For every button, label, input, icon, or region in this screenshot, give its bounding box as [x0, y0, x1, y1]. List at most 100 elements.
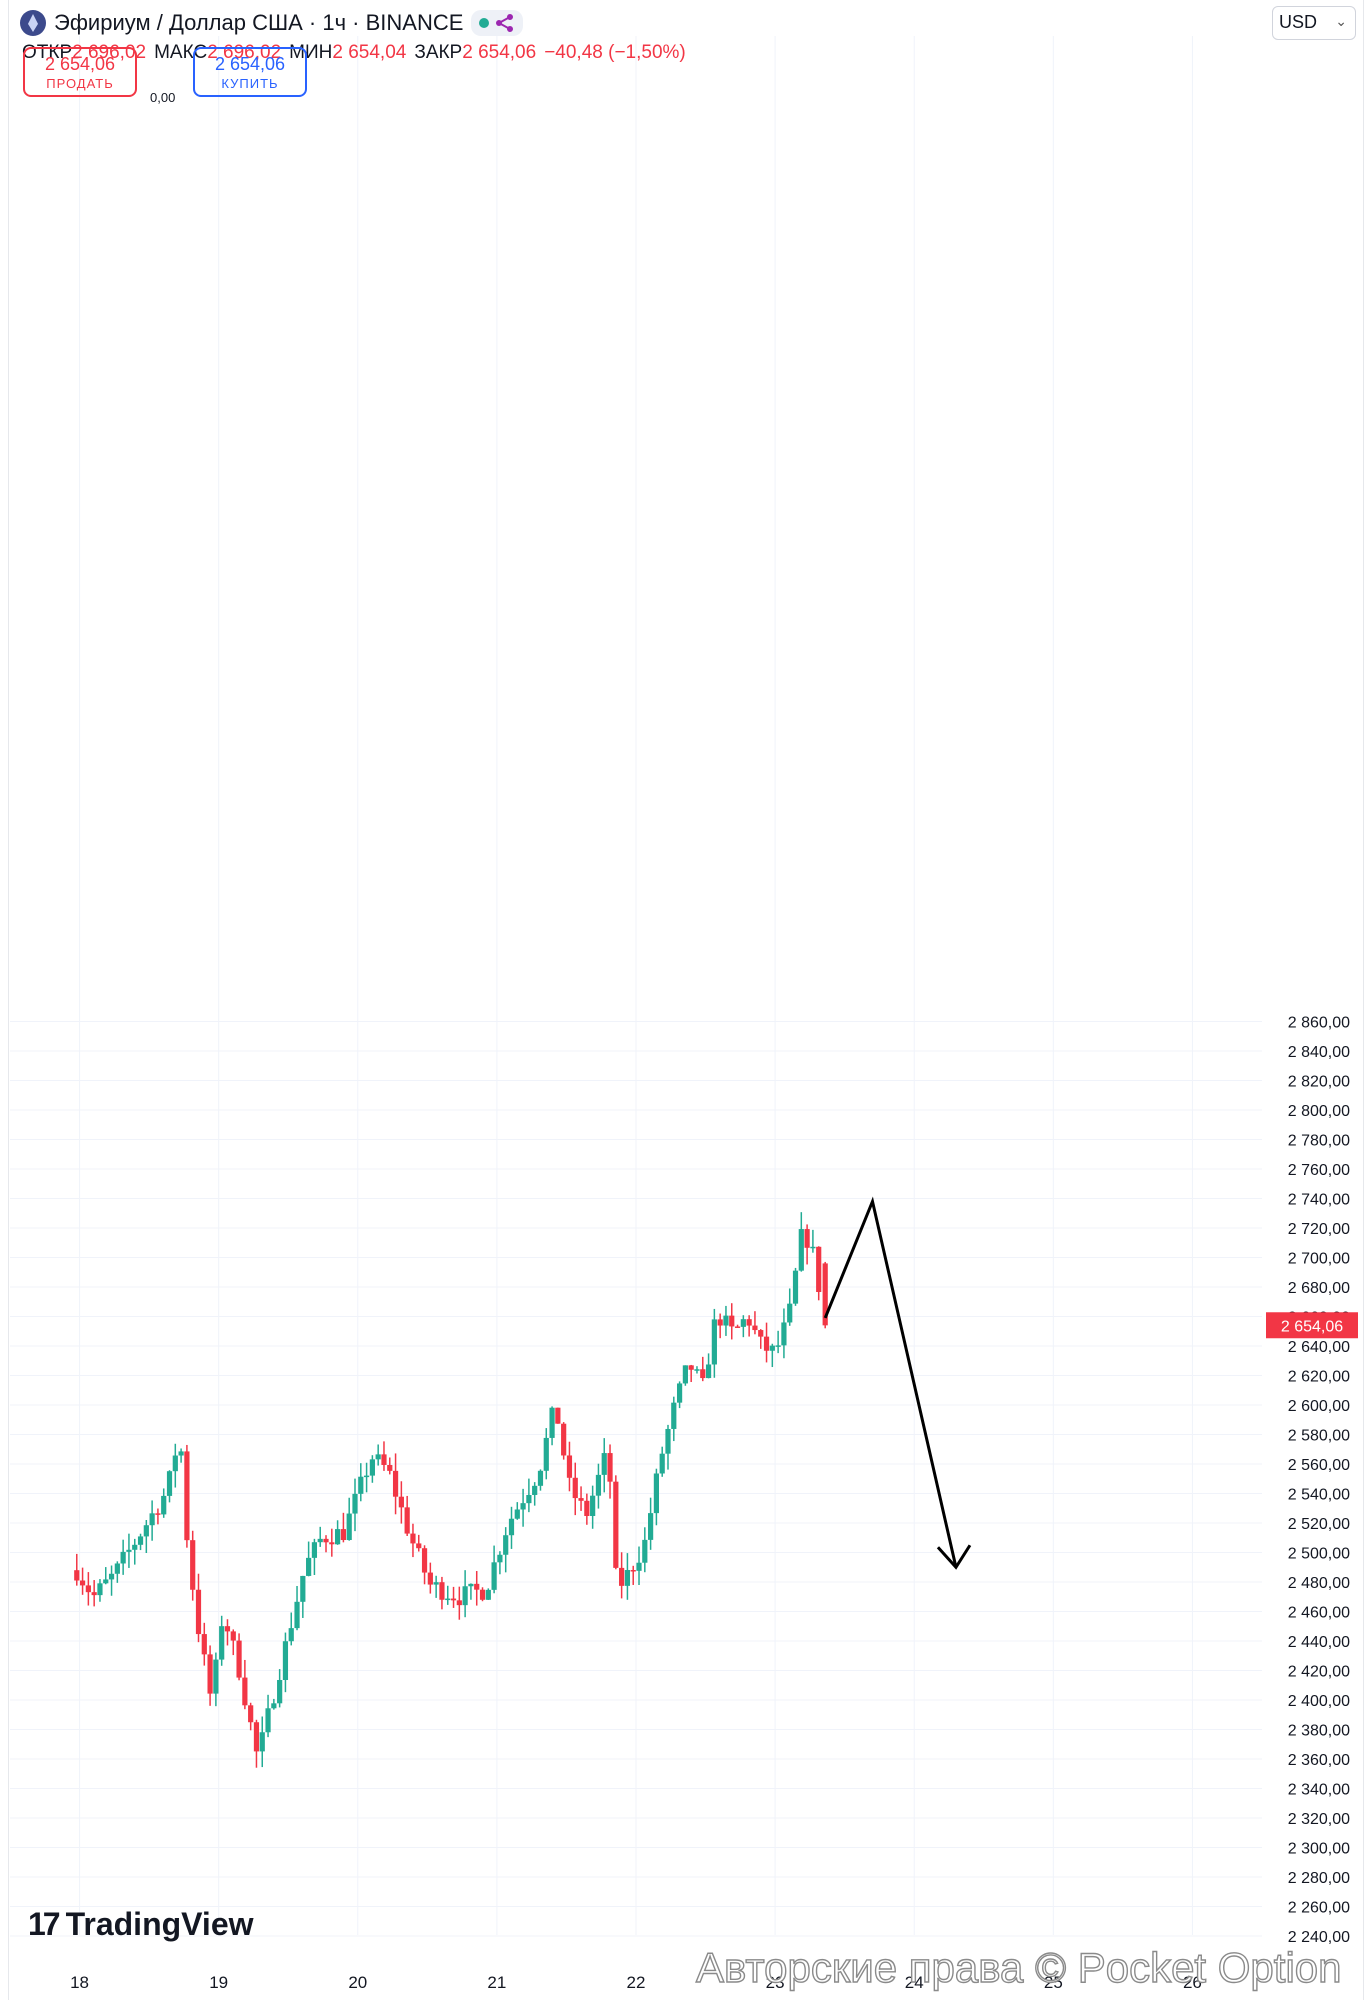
- y-tick-label: 2 340,00: [1288, 1782, 1350, 1799]
- candle-body: [91, 1592, 97, 1596]
- candle-body: [572, 1477, 578, 1499]
- candle-body: [711, 1319, 717, 1365]
- candle-body: [578, 1498, 584, 1501]
- candle-body: [433, 1582, 439, 1585]
- candle-body: [369, 1459, 375, 1476]
- candle-body: [85, 1585, 91, 1593]
- y-tick-label: 2 360,00: [1288, 1752, 1350, 1769]
- candle-body: [352, 1493, 358, 1514]
- logo-text: TradingView: [65, 1906, 254, 1942]
- y-tick-label: 2 860,00: [1288, 1015, 1350, 1032]
- chevron-down-icon: ⌄: [1335, 13, 1347, 29]
- candle-body: [816, 1246, 822, 1293]
- candle-body: [561, 1423, 567, 1456]
- symbol-title[interactable]: Эфириум / Доллар США · 1ч · BINANCE: [54, 10, 464, 35]
- y-tick-label: 2 840,00: [1288, 1044, 1350, 1061]
- y-tick-label: 2 780,00: [1288, 1133, 1350, 1150]
- y-tick-label: 2 400,00: [1288, 1693, 1350, 1710]
- candle-body: [752, 1325, 758, 1331]
- candles-group: [74, 1212, 828, 1768]
- candle-body: [648, 1513, 654, 1540]
- close-label: ЗАКР: [414, 42, 463, 63]
- status-badge[interactable]: [471, 10, 524, 36]
- candle-body: [178, 1451, 184, 1456]
- x-tick-label: 24: [905, 1973, 924, 1992]
- candle-body: [184, 1451, 190, 1541]
- y-tick-label: 2 260,00: [1288, 1900, 1350, 1917]
- y-tick-label: 2 440,00: [1288, 1634, 1350, 1651]
- x-tick-label: 23: [766, 1973, 785, 1992]
- candle-body: [468, 1583, 474, 1587]
- candle-body: [497, 1554, 503, 1563]
- sell-label: ПРОДАТЬ: [46, 76, 114, 91]
- y-tick-label: 2 700,00: [1288, 1251, 1350, 1268]
- candle-body: [723, 1315, 729, 1326]
- buy-label: КУПИТЬ: [221, 76, 279, 91]
- x-tick-label: 18: [70, 1973, 89, 1992]
- currency-select[interactable]: USD ⌄: [1272, 6, 1356, 40]
- x-tick-label: 20: [348, 1973, 367, 1992]
- candle-body: [775, 1345, 781, 1347]
- candle-body: [294, 1601, 300, 1629]
- y-tick-label: 2 580,00: [1288, 1428, 1350, 1445]
- symbol-header[interactable]: Эфириум / Доллар США · 1ч · BINANCE: [20, 8, 524, 38]
- candle-body: [682, 1365, 688, 1384]
- candle-body: [172, 1455, 178, 1472]
- x-tick-label: 22: [627, 1973, 646, 1992]
- candle-body: [317, 1538, 323, 1543]
- y-tick-label: 2 280,00: [1288, 1870, 1350, 1887]
- candle-body: [248, 1705, 254, 1723]
- candle-body: [381, 1454, 387, 1465]
- candle-body: [79, 1580, 86, 1586]
- sell-button[interactable]: 2 654,06 ПРОДАТЬ: [23, 47, 137, 97]
- candle-body: [207, 1654, 213, 1694]
- buy-button[interactable]: 2 654,06 КУПИТЬ: [193, 47, 307, 97]
- candle-body: [787, 1303, 793, 1323]
- candle-body: [242, 1677, 248, 1706]
- chart-frame: [8, 0, 1364, 2000]
- candle-body: [781, 1322, 787, 1346]
- candle-body: [810, 1246, 816, 1249]
- candle-body: [340, 1529, 347, 1541]
- candle-body: [230, 1631, 236, 1641]
- candle-body: [166, 1471, 173, 1496]
- candle-body: [149, 1513, 155, 1526]
- copyright-watermark: Авторские права © Pocket Option: [695, 1943, 1342, 1991]
- y-tick-label: 2 300,00: [1288, 1841, 1350, 1858]
- candle-body: [740, 1319, 746, 1327]
- candle-body: [236, 1640, 242, 1678]
- candle-body: [445, 1598, 451, 1601]
- network-icon: [496, 14, 514, 32]
- y-tick-label: 2 720,00: [1288, 1221, 1350, 1238]
- y-tick-label: 2 600,00: [1288, 1398, 1350, 1415]
- y-tick-label: 2 560,00: [1288, 1457, 1350, 1474]
- change-value: −40,48 (−1,50%): [544, 42, 686, 63]
- x-tick-label: 19: [209, 1973, 228, 1992]
- candle-body: [532, 1485, 538, 1495]
- candle-body: [758, 1330, 764, 1337]
- candle-body: [479, 1589, 486, 1600]
- candle-body: [491, 1562, 497, 1590]
- candle-body: [155, 1513, 161, 1515]
- candle-body: [323, 1538, 329, 1543]
- candle-body: [474, 1583, 480, 1590]
- candle-body: [410, 1533, 416, 1544]
- ethereum-coin-icon: [20, 10, 46, 36]
- candle-body: [253, 1722, 260, 1752]
- last-price-tag: [1266, 1312, 1358, 1339]
- y-tick-label: 2 820,00: [1288, 1074, 1350, 1091]
- candle-body: [103, 1579, 109, 1584]
- candle-body: [566, 1455, 573, 1478]
- y-tick-label: 2 500,00: [1288, 1546, 1350, 1563]
- y-tick-label: 2 800,00: [1288, 1103, 1350, 1120]
- candle-body: [439, 1582, 445, 1600]
- x-tick-label: 25: [1044, 1973, 1063, 1992]
- candle-body: [421, 1548, 428, 1573]
- tradingview-logo[interactable]: 17 TradingView: [28, 1906, 254, 1943]
- candle-body: [311, 1542, 318, 1558]
- candle-body: [259, 1732, 265, 1752]
- candle-body: [398, 1496, 404, 1508]
- y-tick-label: 2 760,00: [1288, 1162, 1350, 1179]
- candle-body: [555, 1407, 561, 1424]
